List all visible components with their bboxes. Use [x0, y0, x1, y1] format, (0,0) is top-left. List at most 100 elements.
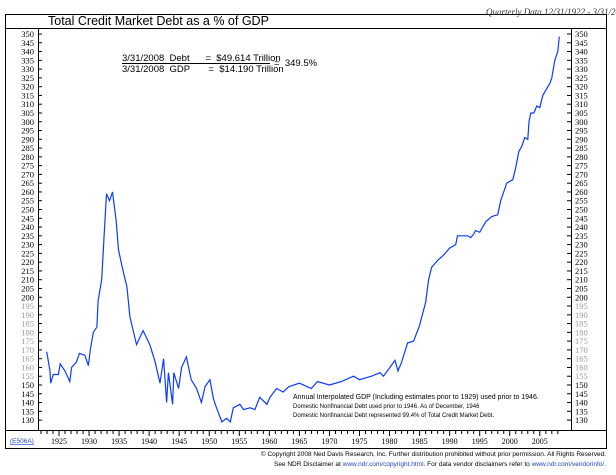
y-tick-label-right: 195 [575, 301, 588, 311]
x-tick-label: 1970 [321, 437, 337, 446]
disclaimer-prefix: See NDR Disclaimer at [274, 461, 343, 468]
y-tick-label-left: 310 [21, 99, 34, 109]
y-tick-label-left: 265 [21, 178, 34, 188]
x-tick-label: 1935 [111, 437, 127, 446]
y-tick-label-right: 175 [575, 336, 588, 346]
y-tick-label-left: 165 [21, 354, 34, 364]
disclaimer-middle: . For data vendor disclaimers refer to [424, 461, 532, 468]
y-tick-label-right: 325 [575, 73, 588, 83]
copyright-link[interactable]: www.ndr.com/copyright.html [342, 461, 424, 468]
vendor-info-link[interactable]: www.ndr.com/vendorinfo/ [531, 461, 605, 468]
ratio-value: = 349.5% [274, 58, 318, 69]
y-tick-label-left: 280 [21, 152, 34, 162]
x-tick-label: 1945 [171, 437, 187, 446]
y-tick-label-right: 135 [575, 406, 588, 416]
x-tick-label: 1925 [51, 437, 67, 446]
y-tick-label-right: 190 [575, 310, 588, 320]
y-tick-label-left: 225 [21, 248, 34, 258]
y-tick-label-left: 320 [21, 82, 34, 92]
y-tick-label-right: 280 [575, 152, 588, 162]
y-tick-label-left: 350 [21, 29, 34, 39]
y-tick-label-right: 130 [575, 415, 588, 425]
x-tick-label: 1965 [291, 437, 307, 446]
y-tick-label-right: 210 [575, 275, 588, 285]
chart-frame [5, 14, 607, 449]
y-tick-label-left: 130 [21, 415, 34, 425]
y-tick-label-left: 135 [21, 406, 34, 416]
y-tick-label-right: 350 [575, 29, 588, 39]
y-tick-label-left: 155 [21, 371, 34, 381]
y-tick-label-right: 320 [575, 82, 588, 92]
x-tick-label: 1975 [352, 437, 368, 446]
series-line-debt-to-gdp [46, 36, 560, 424]
x-tick-label: 1985 [412, 437, 428, 446]
y-tick-label-left: 185 [21, 319, 34, 329]
y-tick-label-right: 255 [575, 196, 588, 206]
y-tick-label-left: 275 [21, 161, 34, 171]
y-tick-label-right: 160 [575, 362, 588, 372]
x-tick-label: 2005 [532, 437, 548, 446]
y-tick-label-left: 180 [21, 327, 34, 337]
y-tick-label-right: 260 [575, 187, 588, 197]
y-tick-label-right: 270 [575, 169, 588, 179]
y-tick-label-left: 220 [21, 257, 34, 267]
y-tick-label-left: 200 [21, 292, 34, 302]
y-tick-label-left: 270 [21, 169, 34, 179]
y-tick-label-left: 300 [21, 117, 34, 127]
y-tick-label-right: 340 [575, 47, 588, 57]
y-tick-label-left: 285 [21, 143, 34, 153]
y-tick-label-right: 295 [575, 126, 588, 136]
x-tick-label: 1960 [261, 437, 277, 446]
y-tick-label-left: 335 [21, 55, 34, 65]
chart-code-link[interactable]: (E506A) [10, 438, 34, 445]
y-tick-label-left: 210 [21, 275, 34, 285]
note-2: Domestic Nonfinancial Debt used prior to… [293, 404, 480, 410]
chart-title: Total Credit Market Debt as a % of GDP [48, 14, 269, 28]
y-tick-label-left: 150 [21, 380, 34, 390]
x-tick-label: 1980 [382, 437, 398, 446]
y-tick-label-right: 345 [575, 38, 588, 48]
y-tick-label-right: 240 [575, 222, 588, 232]
x-tick-label: 1940 [141, 437, 157, 446]
y-tick-label-left: 235 [21, 231, 34, 241]
y-tick-label-left: 315 [21, 90, 34, 100]
y-tick-label-right: 310 [575, 99, 588, 109]
y-tick-label-left: 205 [21, 283, 34, 293]
x-tick-label: 1990 [442, 437, 458, 446]
y-tick-label-left: 240 [21, 222, 34, 232]
y-tick-label-right: 330 [575, 64, 588, 74]
y-tick-label-left: 305 [21, 108, 34, 118]
y-tick-label-left: 330 [21, 64, 34, 74]
y-tick-label-right: 225 [575, 248, 588, 258]
disclaimer-suffix: . [604, 461, 606, 468]
y-tick-label-right: 155 [575, 371, 588, 381]
y-tick-label-right: 150 [575, 380, 588, 390]
y-tick-label-left: 260 [21, 187, 34, 197]
y-tick-label-right: 290 [575, 134, 588, 144]
y-tick-label-right: 180 [575, 327, 588, 337]
y-tick-label-right: 230 [575, 240, 588, 250]
y-tick-label-right: 265 [575, 178, 588, 188]
y-tick-label-right: 235 [575, 231, 588, 241]
y-tick-label-left: 290 [21, 134, 34, 144]
y-tick-label-right: 205 [575, 283, 588, 293]
y-tick-label-left: 160 [21, 362, 34, 372]
y-tick-label-right: 315 [575, 90, 588, 100]
y-tick-label-left: 215 [21, 266, 34, 276]
chart-subtitle: Quarterly Data 12/31/1922 - 3/31/2008 [486, 7, 616, 17]
y-tick-label-left: 325 [21, 73, 34, 83]
y-tick-label-right: 185 [575, 319, 588, 329]
notes: Annual Interpolated GDP (Including estim… [293, 394, 539, 419]
x-tick-label: 1930 [81, 437, 97, 446]
y-tick-label-left: 190 [21, 310, 34, 320]
y-tick-label-left: 295 [21, 126, 34, 136]
y-tick-label-right: 200 [575, 292, 588, 302]
y-tick-label-left: 340 [21, 47, 34, 57]
note-3: Domestic Nonfinancial Debt represented 9… [293, 413, 494, 419]
x-tick-label: 1950 [201, 437, 217, 446]
y-tick-label-right: 275 [575, 161, 588, 171]
debt-line: 3/31/2008 Debt = $49.614 Trillion [122, 53, 281, 64]
y-tick-label-right: 215 [575, 266, 588, 276]
y-tick-label-right: 220 [575, 257, 588, 267]
